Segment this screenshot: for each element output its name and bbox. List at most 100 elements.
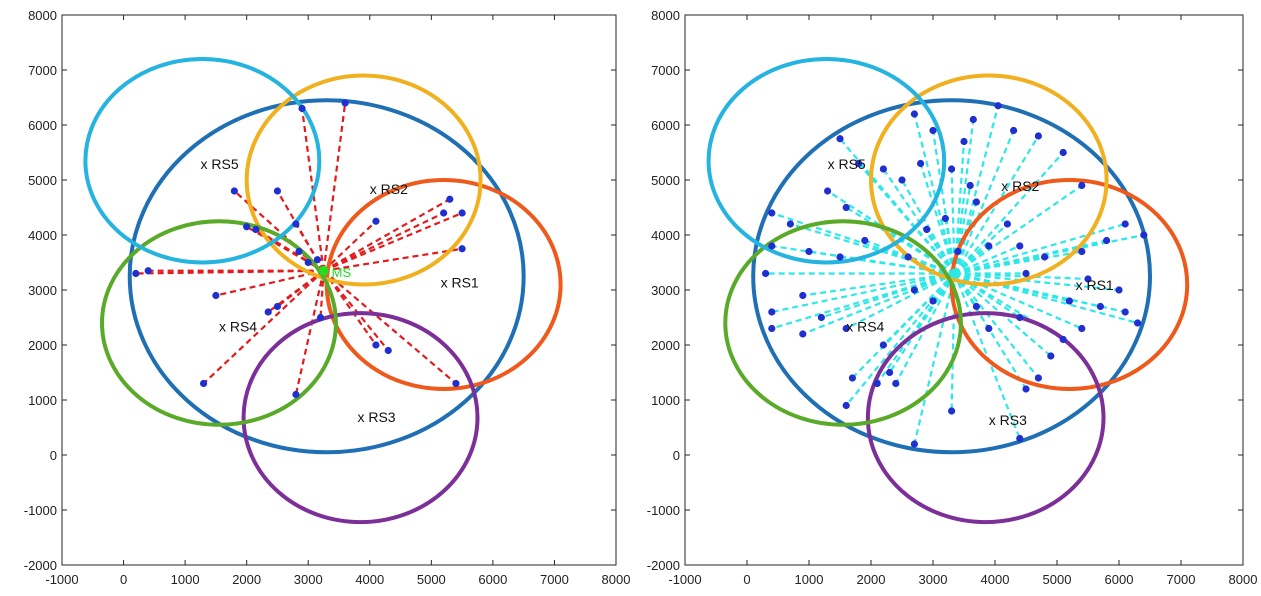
axes-frame: [684, 14, 1244, 566]
user-point: [879, 165, 888, 173]
link-line: [953, 201, 978, 274]
y-tick-label: 4000: [28, 228, 57, 243]
link-line: [202, 269, 325, 385]
link-line: [953, 105, 1000, 274]
x-tick-label: 6000: [478, 572, 507, 587]
user-point: [341, 99, 349, 107]
station-label: x RS1: [441, 274, 479, 290]
user-point: [910, 286, 919, 294]
user-point: [1103, 236, 1111, 245]
x-tick-label: 4000: [981, 572, 1010, 587]
x-tick-label: 1000: [795, 572, 824, 587]
x-tick-label: 2000: [857, 572, 886, 587]
user-point: [273, 187, 282, 195]
user-point: [1096, 302, 1104, 311]
coverage-circle: [244, 73, 483, 287]
link-line: [950, 168, 956, 274]
user-point: [972, 198, 981, 206]
user-point: [948, 165, 956, 173]
y-tick-label: 7000: [651, 63, 680, 78]
user-point: [212, 291, 220, 300]
user-point: [892, 379, 900, 388]
x-tick-label: -1000: [45, 572, 78, 587]
link-line: [323, 212, 445, 272]
user-point: [1041, 253, 1049, 261]
hub-marker: [949, 268, 960, 279]
link-line: [323, 198, 451, 272]
coverage-circle: [127, 98, 526, 455]
link-line: [322, 270, 390, 352]
user-point: [316, 313, 325, 322]
link-line: [919, 163, 956, 274]
user-point: [458, 209, 466, 217]
user-point: [440, 209, 448, 217]
user-point: [969, 115, 977, 124]
user-point: [1059, 335, 1067, 344]
user-point: [1140, 231, 1148, 239]
user-point: [1034, 374, 1042, 382]
link-line: [322, 220, 377, 272]
user-point: [295, 247, 303, 256]
x-tick-label: 1000: [171, 572, 200, 587]
link-line: [954, 245, 990, 275]
link-line: [790, 222, 956, 275]
user-point: [230, 187, 238, 195]
station-label: x RS4: [846, 318, 884, 334]
y-tick-label: 0: [673, 448, 680, 463]
link-line: [322, 269, 457, 385]
link-line: [845, 272, 956, 407]
x-tick-label: 8000: [1229, 572, 1258, 587]
right-chart: x RS1 x RS2 x RS3 x RS4 x RS5 -1000 0 1000 2000 3…: [647, 8, 1258, 587]
user-point: [817, 313, 826, 322]
link-line: [876, 272, 956, 385]
link-line: [954, 272, 1089, 281]
user-point: [372, 217, 380, 225]
user-point: [1084, 275, 1092, 283]
hub-marker: [318, 265, 329, 276]
user-point: [954, 247, 962, 256]
user-point: [972, 302, 981, 311]
link-line: [954, 255, 1045, 275]
user-point: [824, 187, 832, 195]
station-label: x RS4: [219, 318, 257, 334]
link-line: [294, 223, 325, 272]
user-point: [917, 159, 925, 168]
link-line: [913, 273, 956, 445]
coverage-circle: [706, 57, 947, 265]
link-line: [954, 272, 1126, 314]
link-line: [771, 272, 956, 330]
link-line: [913, 113, 956, 274]
station-label: x RS3: [989, 412, 1027, 428]
link-line: [954, 272, 1120, 292]
link-line: [953, 130, 1015, 274]
user-point: [252, 225, 260, 234]
user-point: [292, 390, 300, 399]
link-line: [953, 151, 1065, 275]
user-point: [985, 324, 993, 333]
x-tick-label: 3000: [294, 572, 323, 587]
hub-label: MS: [332, 265, 352, 280]
user-point: [1016, 313, 1024, 322]
x-tick-label: 7000: [540, 572, 569, 587]
user-point: [1022, 385, 1030, 393]
y-tick-label: 8000: [28, 8, 57, 23]
y-tick-label: 5000: [28, 173, 57, 188]
user-point: [842, 324, 850, 333]
user-point: [861, 236, 869, 245]
user-point: [848, 374, 857, 382]
user-point: [786, 220, 795, 228]
user-point: [886, 368, 894, 377]
user-point: [1121, 308, 1129, 316]
user-point: [1065, 297, 1073, 305]
user-point: [842, 401, 850, 410]
station-label: x RS5: [201, 156, 239, 172]
coverage-circle: [865, 311, 1106, 525]
x-tick-label: -1000: [668, 572, 701, 587]
coverage-circle: [751, 98, 1152, 455]
user-point: [1016, 242, 1024, 250]
user-point: [1034, 132, 1042, 140]
user-point: [768, 242, 776, 250]
user-point: [836, 253, 844, 261]
user-point: [873, 379, 881, 388]
y-tick-label: 5000: [651, 173, 680, 188]
